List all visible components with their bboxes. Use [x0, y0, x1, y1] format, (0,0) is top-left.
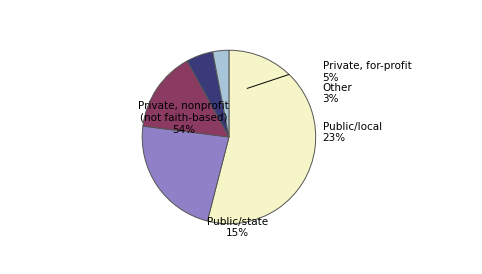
Wedge shape [142, 126, 229, 221]
Wedge shape [207, 50, 316, 224]
Wedge shape [213, 50, 229, 137]
Wedge shape [143, 61, 229, 137]
Text: Private, nonprofit
(not faith-based)
54%: Private, nonprofit (not faith-based) 54% [138, 101, 229, 135]
Text: Public/local
23%: Public/local 23% [322, 122, 382, 144]
Text: Public/state
15%: Public/state 15% [207, 217, 268, 238]
Text: Private, for-profit
5%: Private, for-profit 5% [322, 61, 412, 83]
Text: Other
3%: Other 3% [322, 83, 352, 104]
Wedge shape [187, 52, 229, 137]
